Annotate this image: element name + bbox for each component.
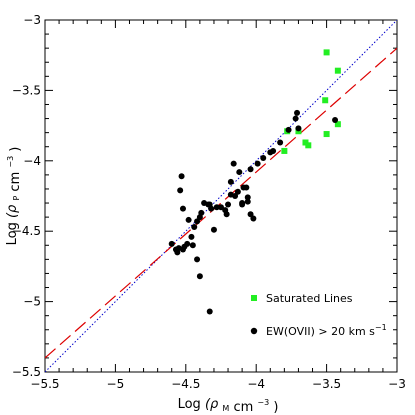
ew-ovii-point <box>196 273 203 280</box>
y-tick-label: −3 <box>23 13 41 27</box>
ew-ovii-point <box>267 149 274 156</box>
x-tick-label: −5.5 <box>30 377 59 391</box>
saturated-line-point <box>323 131 330 138</box>
x-tick-label: −4.5 <box>171 377 200 391</box>
ew-ovii-point <box>196 214 203 221</box>
legend-label-saturated: Saturated Lines <box>266 292 353 305</box>
ew-ovii-point <box>227 191 234 198</box>
ew-ovii-point <box>185 216 192 223</box>
ew-ovii-point <box>247 211 254 218</box>
ew-ovii-point <box>227 178 234 185</box>
x-tick-label: −3.5 <box>312 377 341 391</box>
y-tick-label: −5 <box>23 295 41 309</box>
ew-ovii-point <box>239 201 246 208</box>
legend-square-marker <box>251 295 257 301</box>
legend-circle-marker <box>250 327 258 335</box>
ew-ovii-point <box>240 184 247 191</box>
ew-ovii-point <box>277 139 284 146</box>
ew-ovii-point <box>178 173 185 180</box>
ew-ovii-point <box>179 205 186 212</box>
ew-ovii-point <box>230 160 237 167</box>
ew-ovii-point <box>236 169 243 176</box>
ew-ovii-point <box>285 126 292 133</box>
ew-ovii-point <box>292 115 299 122</box>
ew-ovii-point <box>206 308 213 315</box>
ew-ovii-point <box>210 226 217 233</box>
ew-ovii-point <box>172 246 179 253</box>
ew-ovii-point <box>244 194 251 201</box>
y-tick-label: −5.5 <box>12 365 41 379</box>
ew-ovii-point <box>213 204 220 211</box>
dashed-fit-line <box>45 47 397 359</box>
ew-ovii-point <box>294 109 301 116</box>
ew-ovii-point <box>189 242 196 249</box>
saturated-line-point <box>305 142 312 149</box>
ew-ovii-point <box>177 187 184 194</box>
legend-label-ew: EW(OVII) > 20 km s−1 <box>266 323 387 338</box>
ew-ovii-point <box>194 256 201 263</box>
ew-ovii-point <box>254 160 261 167</box>
saturated-line-point <box>334 121 341 128</box>
ew-ovii-point <box>250 215 257 222</box>
ew-ovii-point <box>206 201 213 208</box>
saturated-line-point <box>323 49 330 56</box>
x-tick-label: −3 <box>388 377 406 391</box>
ew-ovii-point <box>201 200 208 207</box>
x-tick-label: −4 <box>247 377 265 391</box>
ew-ovii-point <box>244 198 251 205</box>
saturated-line-point <box>334 67 341 74</box>
dotted-fit-line <box>45 20 397 372</box>
ew-ovii-point <box>247 166 254 173</box>
ew-ovii-point <box>218 204 224 211</box>
y-tick-label: −4 <box>23 154 41 168</box>
y-tick-label: −4.5 <box>12 224 41 238</box>
saturated-line-point <box>322 97 329 104</box>
ew-ovii-point <box>295 125 302 132</box>
ew-ovii-point <box>223 211 230 218</box>
ew-ovii-point <box>194 218 201 225</box>
ew-ovii-point <box>332 116 339 123</box>
legend: Saturated Lines EW(OVII) > 20 km s−1 <box>250 292 387 338</box>
ew-ovii-point <box>260 154 267 161</box>
ew-ovii-point <box>225 201 232 208</box>
y-axis-label: Log (ρ P cm −3 ) <box>2 147 23 246</box>
ew-ovii-point <box>188 233 195 240</box>
saturated-line-point <box>281 147 288 154</box>
y-tick-label: −3.5 <box>12 83 41 97</box>
ew-ovii-point <box>234 188 241 195</box>
plot-frame <box>44 19 398 373</box>
ew-ovii-point <box>191 223 198 230</box>
x-tick-label: −5 <box>107 377 125 391</box>
x-axis-label: Log (ρ M cm −3 ) <box>178 394 279 415</box>
ew-ovii-point <box>168 240 175 247</box>
